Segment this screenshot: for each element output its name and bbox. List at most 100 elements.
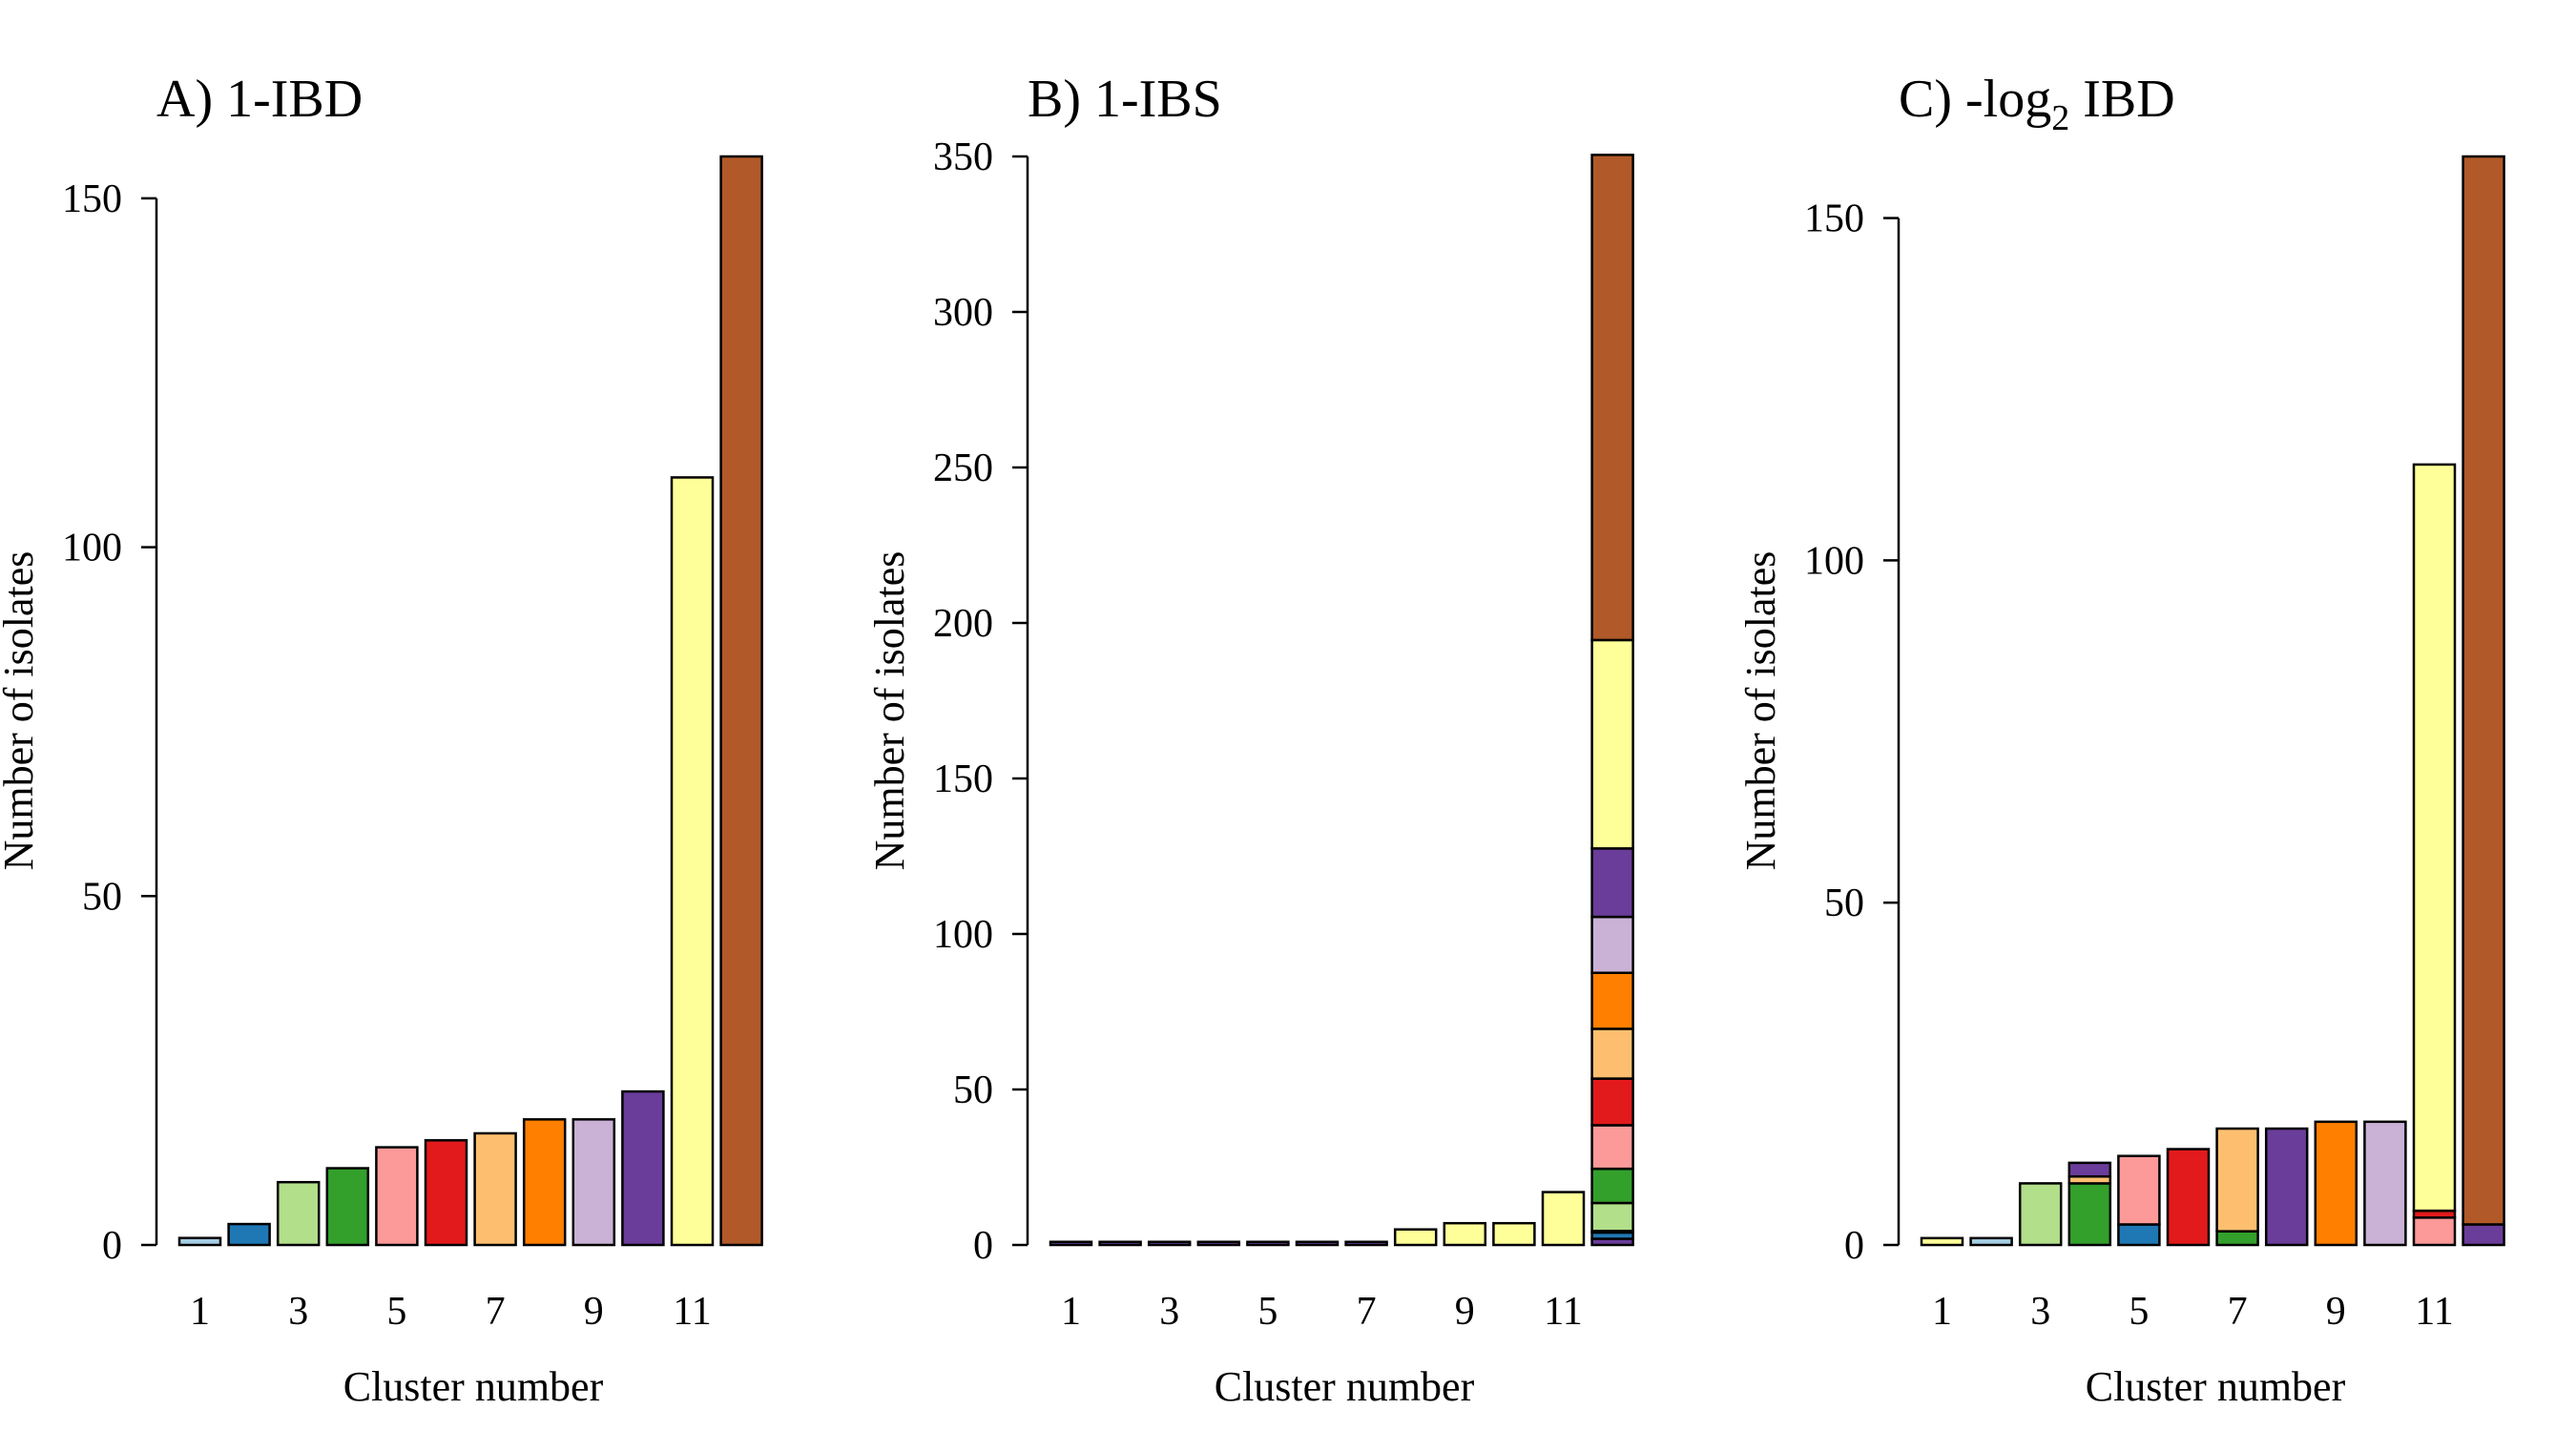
panel-a-title-main: A) 1-IBD xyxy=(156,70,363,129)
bar-cluster-4-segment-3 xyxy=(2067,1161,2112,1178)
panel-b-title: B) 1-IBS xyxy=(1028,70,1222,129)
bar-cluster-10-segment-1 xyxy=(2363,1120,2407,1247)
bar-cluster-11-segment-1 xyxy=(670,476,715,1247)
bar-cluster-12-segment-11 xyxy=(1590,847,1634,919)
bar-cluster-1-segment-1 xyxy=(1049,1240,1093,1247)
bar-cluster-12-segment-8 xyxy=(1590,1027,1634,1080)
bar-cluster-2-segment-1 xyxy=(227,1222,271,1247)
panel-c-xlabel: Cluster number xyxy=(2086,1363,2346,1410)
panel-b-xlabel: Cluster number xyxy=(1215,1363,1475,1410)
bar-cluster-9-segment-1 xyxy=(571,1118,616,1247)
panel-a-ylabel: Number of isolates xyxy=(0,551,42,871)
panel-a-xlabel: Cluster number xyxy=(343,1363,604,1410)
bar-cluster-11-segment-1 xyxy=(2412,1216,2457,1247)
bar-cluster-5-segment-1 xyxy=(375,1146,419,1247)
y-tick-label: 150 xyxy=(62,177,122,221)
bar-cluster-9-segment-1 xyxy=(2314,1120,2358,1247)
panel-b: B) 1-IBS Number of isolates Cluster numb… xyxy=(866,70,1634,1410)
x-tick-label: 11 xyxy=(673,1290,711,1334)
bar-cluster-10-segment-1 xyxy=(1492,1221,1536,1247)
y-tick-label: 50 xyxy=(953,1068,993,1112)
x-tick-label: 1 xyxy=(1061,1290,1081,1334)
x-tick-label: 9 xyxy=(1455,1290,1475,1334)
panel-a-bars xyxy=(177,155,763,1247)
bar-cluster-12-segment-12 xyxy=(1590,638,1634,850)
x-tick-label: 9 xyxy=(2326,1290,2346,1334)
bar-cluster-12-segment-5 xyxy=(1590,1167,1634,1205)
y-tick-label: 0 xyxy=(973,1224,993,1268)
panel-c-title-main: C) -log xyxy=(1899,70,2051,129)
bar-cluster-9-segment-1 xyxy=(1443,1221,1487,1247)
panel-c-y-axis: 0 50 100 150 xyxy=(1804,197,1901,1268)
y-tick-label: 100 xyxy=(933,913,993,957)
y-tick-label: 150 xyxy=(933,757,993,801)
bar-cluster-6-segment-1 xyxy=(2166,1148,2211,1247)
y-tick-label: 100 xyxy=(62,527,122,570)
panel-a-y-axis: 0 50 100 150 xyxy=(62,177,158,1268)
x-tick-label: 7 xyxy=(2228,1290,2248,1334)
bar-cluster-3-segment-1 xyxy=(2018,1182,2063,1247)
bar-cluster-7-segment-1 xyxy=(2215,1230,2259,1247)
x-tick-label: 9 xyxy=(584,1290,604,1334)
bar-cluster-2-segment-1 xyxy=(1098,1240,1142,1247)
panel-c-title-suffix: IBD xyxy=(2069,70,2174,129)
panel-a-title: A) 1-IBD xyxy=(156,70,363,129)
bar-cluster-12-segment-10 xyxy=(1590,915,1634,975)
bar-cluster-6-segment-1 xyxy=(424,1139,468,1247)
x-tick-label: 5 xyxy=(1257,1290,1278,1334)
panel-c-title-subscript: 2 xyxy=(2051,98,2069,138)
bar-cluster-8-segment-1 xyxy=(522,1118,567,1247)
panel-c-x-axis: 1 3 5 7 9 11 xyxy=(1932,1290,2454,1334)
bar-cluster-4-segment-1 xyxy=(1196,1240,1241,1247)
y-tick-label: 300 xyxy=(933,291,993,335)
panel-c: C) -log2 IBD Number of isolates Cluster … xyxy=(1737,70,2505,1410)
x-tick-label: 5 xyxy=(386,1290,406,1334)
bar-cluster-12-segment-6 xyxy=(1590,1124,1634,1171)
bar-cluster-5-segment-2 xyxy=(2117,1154,2161,1226)
bar-cluster-5-segment-1 xyxy=(1246,1240,1290,1247)
bar-cluster-4-segment-1 xyxy=(2067,1182,2112,1247)
bar-cluster-8-segment-1 xyxy=(1393,1228,1438,1247)
panel-c-bars xyxy=(1920,155,2505,1247)
bar-cluster-4-segment-1 xyxy=(325,1167,370,1247)
panel-c-ylabel: Number of isolates xyxy=(1737,551,1784,871)
x-tick-label: 7 xyxy=(1357,1290,1377,1334)
x-tick-label: 11 xyxy=(1544,1290,1582,1334)
y-tick-label: 350 xyxy=(933,135,993,179)
bar-cluster-12-segment-7 xyxy=(1590,1077,1634,1127)
y-tick-label: 100 xyxy=(1804,539,1864,583)
bar-cluster-12-segment-9 xyxy=(1590,971,1634,1030)
bar-cluster-2-segment-1 xyxy=(1969,1236,2013,1247)
bar-cluster-12-segment-1 xyxy=(719,155,763,1247)
panel-b-ylabel: Number of isolates xyxy=(866,551,913,871)
x-tick-label: 3 xyxy=(1159,1290,1179,1334)
y-tick-label: 150 xyxy=(1804,197,1864,241)
panel-a: A) 1-IBD Number of isolates Cluster numb… xyxy=(0,70,763,1410)
bar-cluster-10-segment-1 xyxy=(621,1089,665,1247)
y-tick-label: 0 xyxy=(1844,1224,1864,1268)
panel-b-bars xyxy=(1049,154,1634,1247)
y-tick-label: 0 xyxy=(102,1224,122,1268)
y-tick-label: 50 xyxy=(1824,881,1864,925)
y-tick-label: 200 xyxy=(933,602,993,646)
y-tick-label: 50 xyxy=(82,875,122,919)
bar-cluster-7-segment-2 xyxy=(2215,1127,2259,1233)
bar-cluster-12-segment-13 xyxy=(1590,154,1634,642)
bar-cluster-3-segment-1 xyxy=(1147,1240,1192,1247)
bar-cluster-12-segment-2 xyxy=(2462,155,2505,1226)
panel-b-y-axis: 0 50 100 150 200 250 300 350 xyxy=(933,135,1029,1268)
panel-a-x-axis: 1 3 5 7 9 11 xyxy=(190,1290,712,1334)
x-tick-label: 1 xyxy=(1932,1290,1952,1334)
bar-cluster-7-segment-1 xyxy=(1344,1240,1388,1247)
bar-cluster-12-segment-1 xyxy=(2462,1223,2505,1247)
x-tick-label: 11 xyxy=(2415,1290,2453,1334)
bar-cluster-6-segment-1 xyxy=(1295,1240,1340,1247)
bar-cluster-1-segment-1 xyxy=(177,1236,222,1247)
bar-cluster-12-segment-4 xyxy=(1590,1201,1634,1233)
bar-cluster-11-segment-3 xyxy=(2412,463,2457,1213)
x-tick-label: 7 xyxy=(486,1290,506,1334)
bar-cluster-8-segment-1 xyxy=(2264,1127,2309,1247)
panel-b-title-main: B) 1-IBS xyxy=(1028,70,1222,129)
bar-cluster-5-segment-1 xyxy=(2117,1223,2161,1247)
